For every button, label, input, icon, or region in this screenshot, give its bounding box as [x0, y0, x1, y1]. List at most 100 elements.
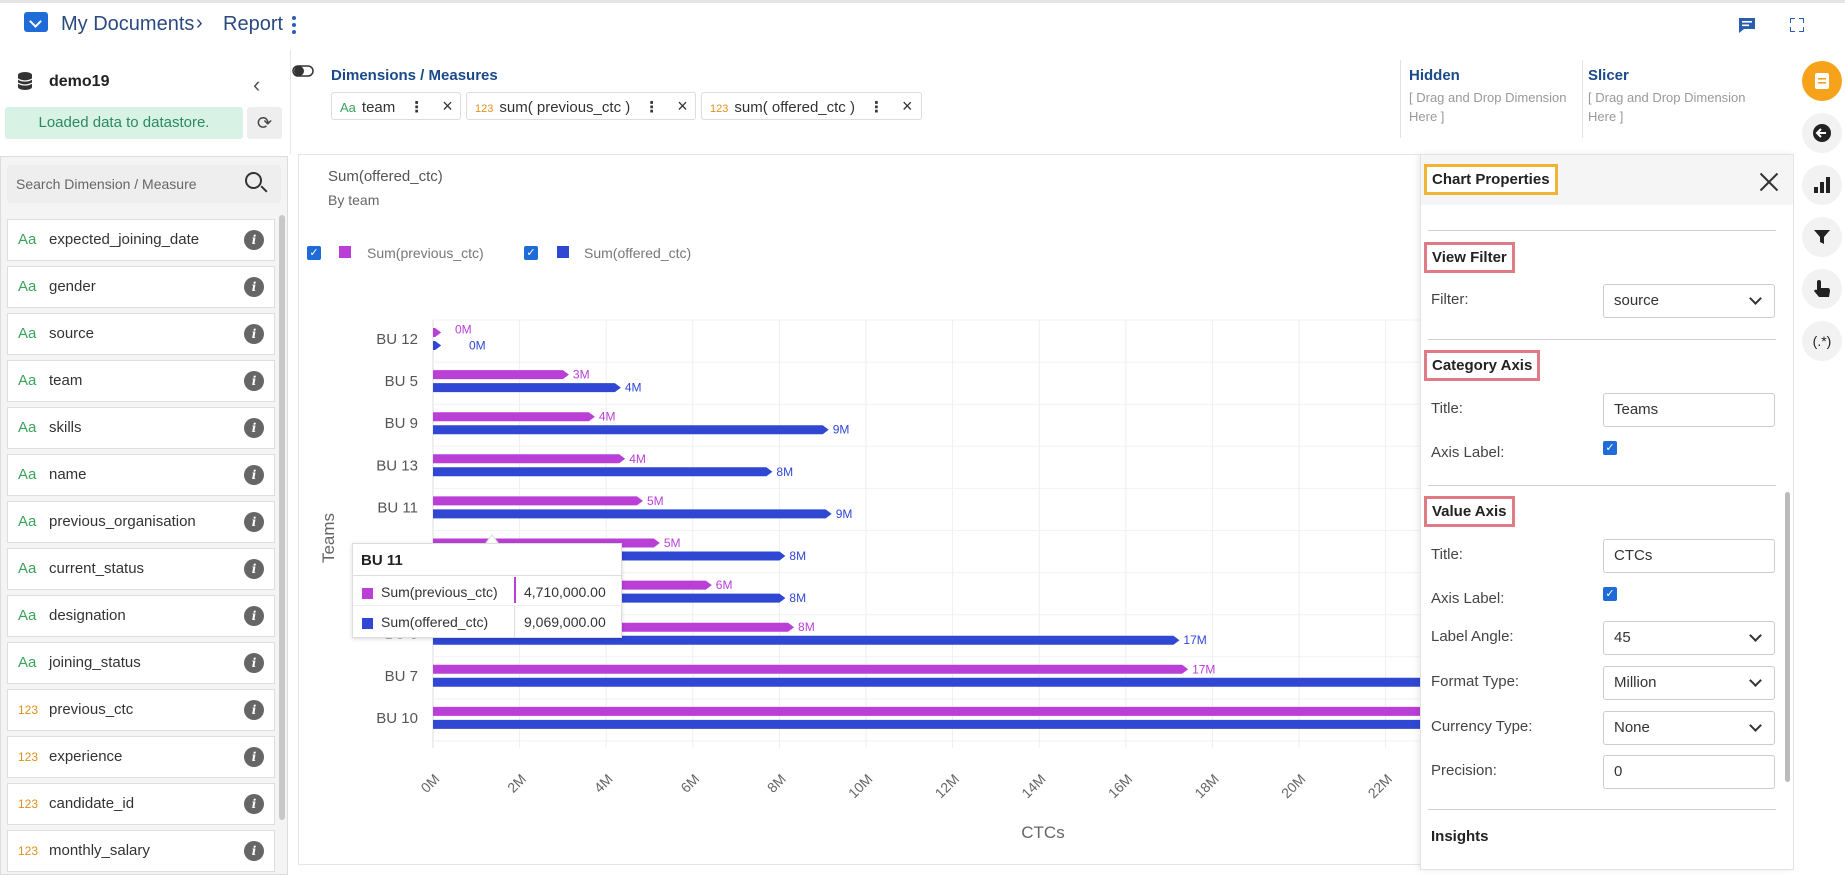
field-item-monthly-salary[interactable]: 123 monthly_salary i: [7, 830, 275, 872]
bar-sumoffered-ctc[interactable]: [433, 467, 773, 477]
info-icon[interactable]: i: [244, 465, 264, 485]
folder-icon[interactable]: [24, 12, 48, 32]
kebab-icon[interactable]: ⋮: [409, 99, 425, 116]
close-icon[interactable]: ×: [901, 96, 913, 116]
pointer-icon[interactable]: [1802, 269, 1842, 309]
currency-type-select[interactable]: None: [1603, 711, 1775, 745]
scrollbar[interactable]: [1785, 492, 1790, 782]
scrollbar[interactable]: [279, 215, 285, 820]
report-menu-icon[interactable]: [292, 16, 296, 37]
bar-sumoffered-ctc[interactable]: [433, 425, 829, 435]
bar-sumprevious-ctc[interactable]: [433, 454, 626, 464]
legend-checkbox[interactable]: ✓: [307, 246, 321, 260]
chart-subtitle: By team: [328, 192, 380, 208]
bar-sumprevious-ctc[interactable]: [433, 706, 1420, 716]
legend-checkbox[interactable]: ✓: [524, 246, 538, 260]
bar-sumoffered-ctc[interactable]: [433, 341, 442, 350]
category-title-input[interactable]: Teams: [1603, 393, 1775, 427]
data-label: 4M: [599, 410, 616, 424]
bar-chart-icon[interactable]: [1802, 165, 1842, 205]
field-item-joining-status[interactable]: Aa joining_status i: [7, 642, 275, 684]
format-type-select[interactable]: Million: [1603, 666, 1775, 700]
bar-sumprevious-ctc[interactable]: [433, 328, 442, 337]
info-icon[interactable]: i: [244, 324, 264, 344]
filter-icon[interactable]: [1802, 217, 1842, 257]
breadcrumb-current[interactable]: Report: [223, 13, 284, 35]
bar-sumoffered-ctc[interactable]: [433, 677, 1420, 687]
bar-sumoffered-ctc[interactable]: [433, 383, 621, 393]
bar-sumoffered-ctc[interactable]: [433, 719, 1420, 729]
breadcrumb-root[interactable]: My Documents: [61, 13, 195, 35]
pill-previous-ctc[interactable]: 123 sum( previous_ctc ) ⋮ ×: [466, 92, 696, 120]
legend-item[interactable]: Sum(previous_ctc): [367, 245, 484, 261]
field-item-current-status[interactable]: Aa current_status i: [7, 548, 275, 590]
refresh-icon[interactable]: ⟳: [247, 107, 282, 139]
legend-item[interactable]: Sum(offered_ctc): [584, 245, 692, 261]
info-icon[interactable]: i: [244, 230, 264, 250]
field-label: expected_joining_date: [49, 231, 200, 248]
hidden-title: Hidden: [1409, 67, 1460, 84]
info-icon[interactable]: i: [244, 653, 264, 673]
value-title-label: Title:: [1431, 546, 1463, 563]
bar-sumoffered-ctc[interactable]: [433, 509, 832, 519]
field-item-gender[interactable]: Aa gender i: [7, 266, 275, 308]
label-angle-select[interactable]: 45: [1603, 621, 1775, 655]
bar-sumprevious-ctc[interactable]: [433, 664, 1189, 674]
sheet-icon[interactable]: [1802, 61, 1842, 101]
kebab-icon[interactable]: ⋮: [644, 99, 660, 116]
comment-icon[interactable]: [1738, 17, 1756, 34]
pill-offered-ctc[interactable]: 123 sum( offered_ctc ) ⋮ ×: [701, 92, 922, 120]
sheet-glyph: [1815, 73, 1829, 89]
precision-label: Precision:: [1431, 762, 1497, 779]
section-insights[interactable]: Insights: [1431, 828, 1489, 845]
field-item-name[interactable]: Aa name i: [7, 454, 275, 496]
precision-input[interactable]: 0: [1603, 755, 1775, 789]
value-title-input[interactable]: CTCs: [1603, 539, 1775, 573]
value-axis-checkbox[interactable]: ✓: [1603, 587, 1617, 601]
kebab-icon[interactable]: ⋮: [868, 99, 884, 116]
slicer-dropzone[interactable]: [ Drag and Drop Dimension Here ]: [1588, 90, 1746, 124]
search-input[interactable]: Search Dimension / Measure: [7, 165, 281, 203]
field-item-previous-organisation[interactable]: Aa previous_organisation i: [7, 501, 275, 543]
field-item-team[interactable]: Aa team i: [7, 360, 275, 402]
field-item-previous-ctc[interactable]: 123 previous_ctc i: [7, 689, 275, 731]
close-icon[interactable]: [1757, 170, 1781, 194]
filter-select[interactable]: source: [1603, 284, 1775, 318]
field-item-experience[interactable]: 123 experience i: [7, 736, 275, 778]
bar-sumprevious-ctc[interactable]: [433, 412, 595, 422]
hidden-dropzone[interactable]: [ Drag and Drop Dimension Here ]: [1409, 90, 1567, 124]
field-item-designation[interactable]: Aa designation i: [7, 595, 275, 637]
bar-sumprevious-ctc[interactable]: [433, 370, 569, 380]
data-label: 9M: [833, 423, 850, 437]
category-axis-checkbox[interactable]: ✓: [1603, 441, 1617, 455]
field-item-skills[interactable]: Aa skills i: [7, 407, 275, 449]
field-item-candidate-id[interactable]: 123 candidate_id i: [7, 783, 275, 825]
field-label: current_status: [49, 560, 145, 577]
field-item-source[interactable]: Aa source i: [7, 313, 275, 355]
field-item-expected-joining-date[interactable]: Aa expected_joining_date i: [7, 219, 275, 261]
bar-sumprevious-ctc[interactable]: [433, 496, 643, 506]
field-label: gender: [49, 278, 96, 295]
info-icon[interactable]: i: [244, 747, 264, 767]
info-icon[interactable]: i: [244, 512, 264, 532]
fullscreen-icon[interactable]: [1790, 18, 1804, 32]
regex-icon[interactable]: (.*): [1802, 321, 1842, 361]
info-icon[interactable]: i: [244, 700, 264, 720]
info-icon[interactable]: i: [244, 606, 264, 626]
filter-glyph: [1814, 230, 1830, 244]
info-icon[interactable]: i: [244, 794, 264, 814]
info-icon[interactable]: i: [244, 371, 264, 391]
info-icon[interactable]: i: [244, 559, 264, 579]
back-arrow-icon[interactable]: [1802, 113, 1842, 153]
data-label: 3M: [573, 368, 590, 382]
collapse-panel-icon[interactable]: ‹: [253, 72, 261, 97]
toggle-icon[interactable]: [292, 64, 314, 78]
info-icon[interactable]: i: [244, 418, 264, 438]
pill-team[interactable]: Aa team ⋮ ×: [331, 92, 461, 120]
info-icon[interactable]: i: [244, 277, 264, 297]
close-icon[interactable]: ×: [442, 96, 453, 116]
chevron-down-icon: [1749, 719, 1762, 732]
search-icon[interactable]: [245, 172, 262, 189]
info-icon[interactable]: i: [244, 841, 264, 861]
close-icon[interactable]: ×: [677, 96, 688, 116]
